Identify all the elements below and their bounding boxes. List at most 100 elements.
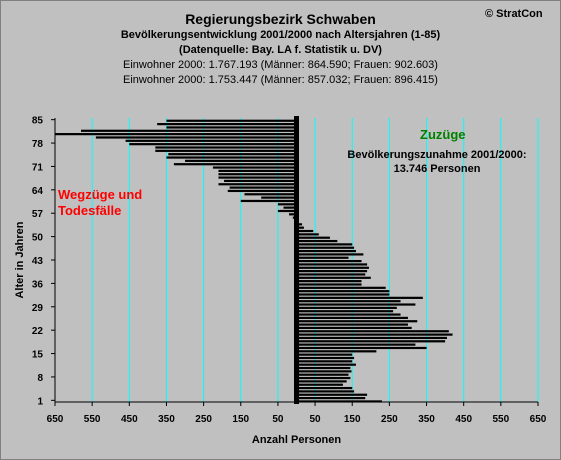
- bar-age-71: [212, 166, 297, 169]
- bar-age-85: [166, 119, 297, 122]
- bar-age-43: [296, 260, 362, 263]
- chart-title: Regierungsbezirk Schwaben: [185, 11, 376, 27]
- annotation-wegzuege: Wegzüge und: [58, 187, 142, 202]
- bar-age-40: [296, 270, 368, 273]
- bar-age-84: [157, 123, 297, 126]
- bar-age-21: [296, 333, 453, 336]
- bar-age-6: [296, 383, 343, 386]
- x-tick-label: 50: [310, 414, 322, 425]
- x-tick-label: 650: [47, 414, 64, 425]
- y-tick-label: 85: [32, 116, 44, 127]
- bar-age-22: [296, 330, 449, 333]
- bar-age-36: [296, 283, 362, 286]
- bar-age-32: [296, 296, 423, 299]
- x-tick-label: 550: [84, 414, 101, 425]
- x-axis-title: Anzahl Personen: [252, 434, 342, 446]
- bar-age-50: [296, 236, 330, 239]
- population-line-2: Einwohner 2000: 1.753.447 (Männer: 857.0…: [123, 74, 438, 86]
- bar-age-28: [296, 310, 394, 313]
- bar-age-27: [296, 313, 401, 316]
- bar-age-1: [296, 400, 382, 403]
- x-tick-label: 450: [455, 414, 472, 425]
- x-tick-label: 350: [418, 414, 435, 425]
- bar-age-17: [296, 346, 427, 350]
- bar-age-68: [218, 176, 297, 179]
- bar-age-49: [296, 239, 338, 243]
- y-tick-label: 1: [37, 396, 43, 407]
- bar-age-15: [296, 353, 353, 356]
- x-tick-label: 350: [158, 414, 175, 425]
- x-tick-label: 450: [121, 414, 138, 425]
- bar-age-31: [296, 300, 401, 303]
- bar-age-62: [261, 196, 297, 199]
- bar-age-38: [296, 276, 371, 279]
- bar-age-46: [296, 249, 356, 253]
- data-source: (Datenquelle: Bay. LA f. Statistik u. DV…: [179, 44, 382, 56]
- bar-age-44: [296, 256, 349, 259]
- bar-age-5: [296, 386, 353, 390]
- y-tick-label: 36: [32, 279, 44, 290]
- bar-age-76: [155, 149, 297, 152]
- bar-age-33: [296, 293, 390, 296]
- zero-axis-line: [294, 116, 299, 404]
- bar-age-58: [277, 209, 297, 213]
- bar-age-80: [95, 136, 297, 139]
- bar-age-51: [296, 233, 319, 236]
- bar-age-52: [296, 229, 314, 233]
- bar-age-74: [166, 156, 297, 159]
- bar-age-70: [218, 169, 297, 172]
- bar-age-67: [224, 179, 297, 183]
- bar-age-78: [129, 143, 297, 146]
- bar-age-23: [296, 326, 412, 330]
- bar-age-75: [168, 153, 297, 156]
- bar-age-13: [296, 360, 353, 363]
- bar-age-48: [296, 243, 353, 246]
- copyright-notice: © StratCon: [485, 8, 543, 20]
- annotation-increase-value: 13.746 Personen: [394, 163, 481, 175]
- bar-age-4: [296, 390, 355, 393]
- bar-age-14: [296, 356, 355, 360]
- y-tick-label: 8: [37, 373, 43, 384]
- bar-age-79: [125, 139, 297, 142]
- bar-age-83: [166, 126, 297, 129]
- x-tick-label: 250: [381, 414, 398, 425]
- bar-age-16: [296, 350, 377, 353]
- bar-age-41: [296, 266, 369, 269]
- bar-age-42: [296, 263, 368, 266]
- bar-age-54: [296, 223, 303, 226]
- bar-age-39: [296, 273, 366, 276]
- y-axis-title: Alter in Jahren: [14, 221, 26, 298]
- y-tick-label: 43: [32, 256, 44, 267]
- bar-age-37: [296, 280, 362, 283]
- bar-age-35: [296, 286, 386, 289]
- bar-age-73: [185, 159, 297, 162]
- y-tick-label: 71: [32, 162, 44, 173]
- bar-age-25: [296, 320, 418, 323]
- bar-age-59: [283, 206, 297, 209]
- population-line-1: Einwohner 2000: 1.767.193 (Männer: 864.5…: [123, 59, 438, 71]
- chart-subtitle: Bevölkerungsentwicklung 2001/2000 nach A…: [120, 29, 441, 41]
- bar-age-19: [296, 340, 446, 343]
- bar-age-12: [296, 363, 356, 366]
- bar-age-3: [296, 393, 368, 396]
- bar-age-47: [296, 246, 355, 249]
- annotation-todesfaelle: Todesfälle: [58, 203, 121, 218]
- x-tick-label: 650: [530, 414, 547, 425]
- bar-age-60: [277, 203, 297, 206]
- bar-age-30: [296, 303, 416, 306]
- bar-age-8: [296, 376, 351, 380]
- bar-age-45: [296, 253, 364, 256]
- bar-age-82: [81, 129, 297, 132]
- x-tick-label: 50: [272, 414, 284, 425]
- bar-age-61: [240, 199, 297, 203]
- bar-age-63: [244, 193, 297, 196]
- y-tick-label: 22: [32, 326, 44, 337]
- x-tick-label: 150: [344, 414, 361, 425]
- bar-age-81: [55, 133, 297, 136]
- y-tick-label: 64: [32, 186, 44, 197]
- bar-age-64: [227, 189, 297, 193]
- bar-age-20: [296, 336, 447, 340]
- y-tick-label: 78: [32, 139, 44, 150]
- bar-age-72: [173, 163, 297, 166]
- y-tick-label: 57: [32, 209, 44, 220]
